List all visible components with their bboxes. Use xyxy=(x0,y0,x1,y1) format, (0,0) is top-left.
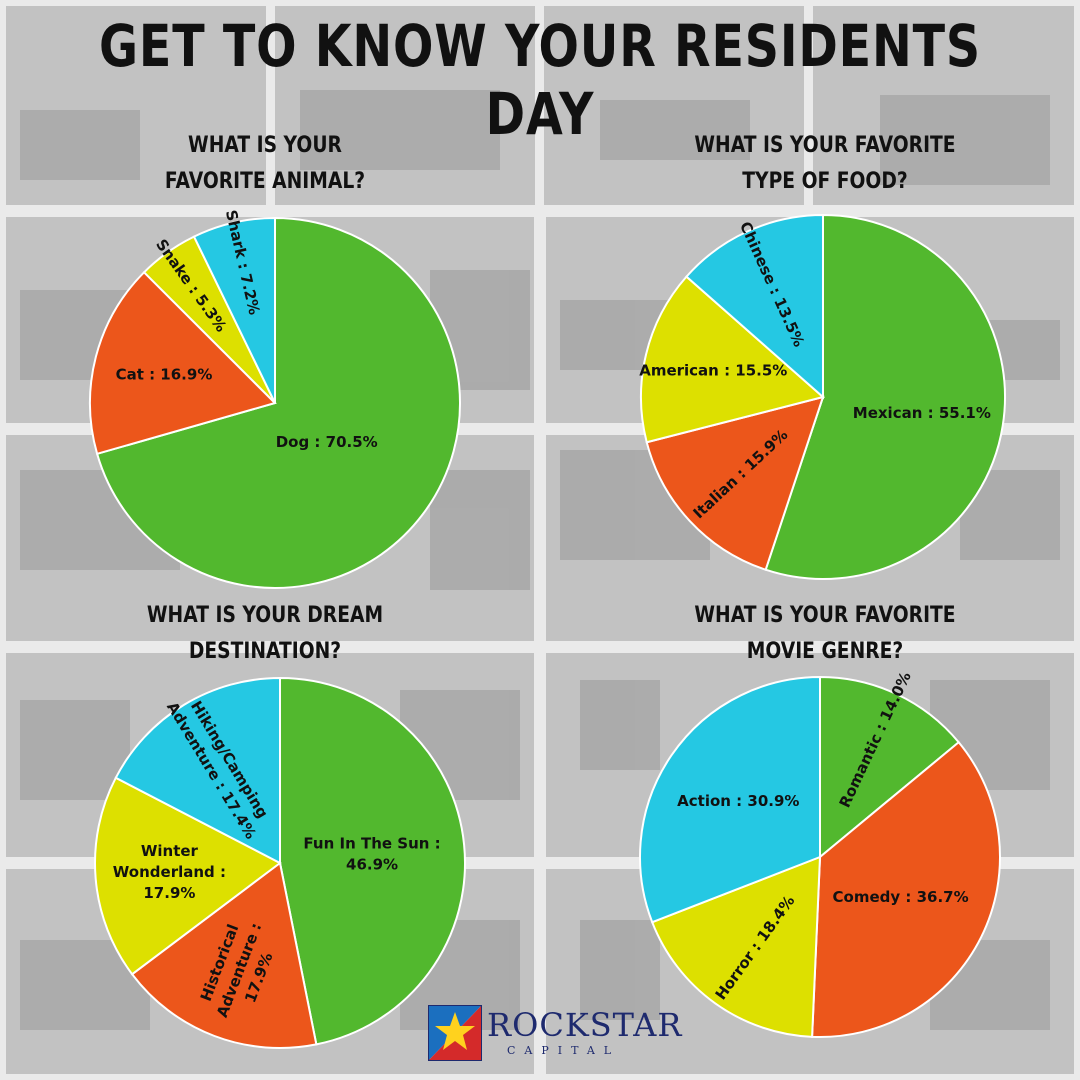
slice-label: Comedy : 36.7% xyxy=(833,888,969,906)
slice-label: Winter Wonderland :17.9% xyxy=(113,842,226,902)
pie-slice xyxy=(192,216,276,404)
pie-slice xyxy=(95,216,461,589)
pie-slice xyxy=(89,270,277,456)
pie-chart: Romantic : 14.0%Comedy : 36.7%Horror : 1… xyxy=(639,669,1001,1038)
question-line: DESTINATION? xyxy=(188,639,342,664)
pie-slice xyxy=(130,861,318,1049)
question-movie: WHAT IS YOUR FAVORITE MOVIE GENRE? xyxy=(685,598,966,670)
pie-slice xyxy=(685,213,824,400)
pie-slice xyxy=(764,213,1006,580)
pie-slice xyxy=(640,275,826,444)
star-logo-icon xyxy=(428,1005,482,1061)
pie-slice xyxy=(94,776,282,976)
question-line: WHAT IS YOUR xyxy=(188,133,342,158)
question-line: TYPE OF FOOD? xyxy=(742,169,908,194)
logo-subtitle: CAPITAL xyxy=(507,1044,621,1057)
slice-label: Mexican : 55.1% xyxy=(853,404,991,422)
pie-chart: Dog : 70.5%Cat : 16.9%Snake : 5.3%Shark … xyxy=(89,208,461,589)
question-destination: WHAT IS YOUR DREAM DESTINATION? xyxy=(133,598,397,670)
slice-label: Cat : 16.9% xyxy=(116,365,213,383)
slice-label: American : 15.5% xyxy=(639,362,787,380)
page-title: GET TO KNOW YOUR RESIDENTS DAY xyxy=(99,12,981,148)
question-line: MOVIE GENRE? xyxy=(746,639,904,664)
pie-chart: Mexican : 55.1%Italian : 15.9%American :… xyxy=(639,213,1006,580)
pie-slice xyxy=(114,676,281,865)
question-line: WHAT IS YOUR DREAM xyxy=(146,603,384,628)
pie-slice xyxy=(650,855,822,1038)
logo-name: ROCKSTAR xyxy=(487,1006,683,1044)
pie-slice xyxy=(819,675,961,860)
question-food: WHAT IS YOUR FAVORITE TYPE OF FOOD? xyxy=(685,128,966,200)
rockstar-logo: ROCKSTAR CAPITAL xyxy=(427,1000,681,1066)
pie-slice xyxy=(639,675,821,924)
pie-slice xyxy=(811,740,1001,1038)
question-animal: WHAT IS YOUR FAVORITE ANIMAL? xyxy=(142,128,389,200)
pie-slice xyxy=(645,395,825,571)
pie-slice xyxy=(279,676,467,1046)
slice-label: Fun In The Sun :46.9% xyxy=(303,834,440,873)
question-line: FAVORITE ANIMAL? xyxy=(164,169,366,194)
slice-label: Action : 30.9% xyxy=(677,792,799,810)
pie-chart: Fun In The Sun :46.9%HistoricalAdventure… xyxy=(94,676,467,1049)
question-line: WHAT IS YOUR FAVORITE xyxy=(694,603,956,628)
question-line: WHAT IS YOUR FAVORITE xyxy=(694,133,956,158)
slice-label: Dog : 70.5% xyxy=(276,433,378,451)
